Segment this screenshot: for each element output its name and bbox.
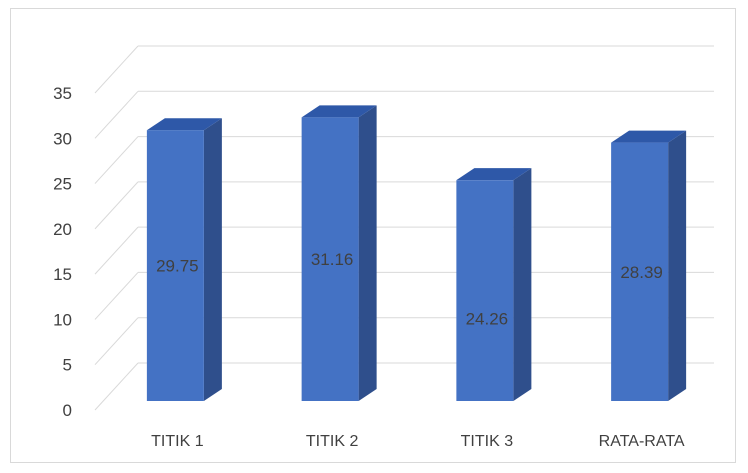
data-label: 31.16 [311,250,354,269]
y-tick-label: 35 [53,84,72,103]
y-tick-label: 0 [63,401,72,420]
gridline-side [94,136,139,184]
gridline-side [94,272,139,320]
bar [456,180,514,401]
y-axis-ticks: 0 5 10 15 20 25 30 35 [53,84,72,420]
data-labels: 29.75 31.16 24.26 28.39 [156,250,663,328]
bar [146,130,204,401]
gridline-side [94,181,139,230]
x-category-label: TITIK 3 [461,433,514,450]
y-tick-label: 15 [53,265,72,284]
gridline-side [94,45,139,94]
bar [301,117,359,402]
y-tick-label: 10 [53,310,72,329]
x-axis-categories: TITIK 1 TITIK 2 TITIK 3 RATA-RATA [151,433,685,450]
y-tick-label: 25 [53,175,72,194]
bar-side [358,105,377,402]
data-label: 24.26 [466,310,509,329]
y-tick-label: 5 [63,356,72,375]
gridline-side [94,90,139,139]
bar [611,142,669,402]
y-tick-label: 30 [53,129,72,148]
gridline-side [94,226,139,275]
bar-top [456,168,532,181]
bar-side [203,118,222,401]
bar-side [513,168,532,401]
data-label: 28.39 [620,263,663,282]
bar-top [146,118,222,131]
y-tick-label: 20 [53,220,72,239]
x-category-label: RATA-RATA [599,433,685,450]
bar-top [301,105,377,118]
data-label: 29.75 [156,257,199,276]
x-category-label: TITIK 1 [151,433,204,450]
gridline-side [94,317,139,366]
x-category-label: TITIK 2 [306,433,359,450]
gridline-side [94,362,139,411]
bar-top [611,130,687,143]
bars [146,105,687,402]
bar-side [668,130,687,402]
